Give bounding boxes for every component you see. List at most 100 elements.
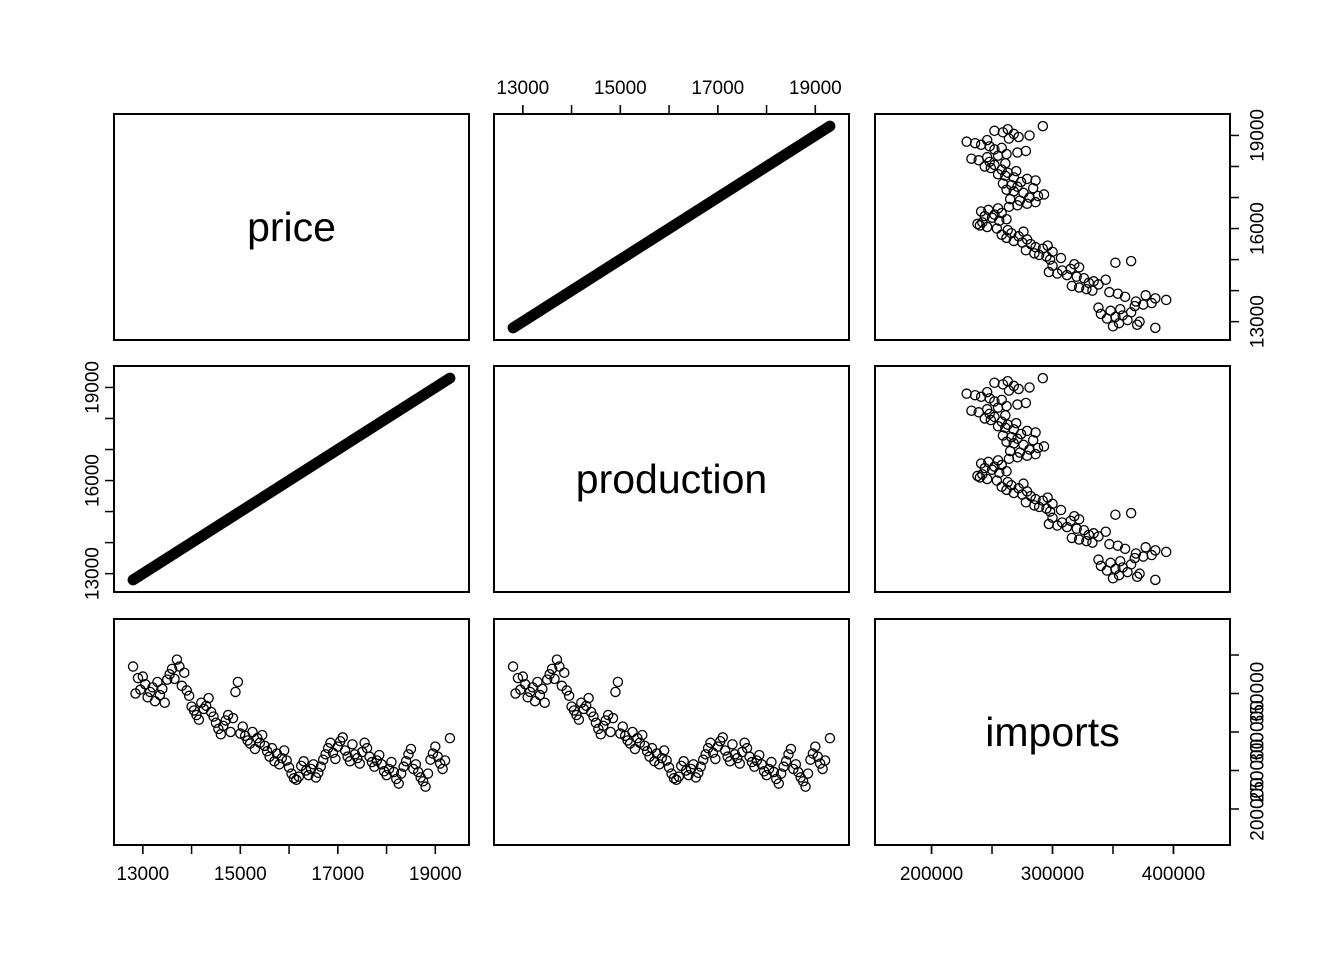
- point-imports-vs-price: [393, 778, 404, 789]
- point-imports-vs-price: [315, 761, 326, 772]
- panel-production-vs-production: [493, 365, 850, 593]
- point-imports-vs-production: [600, 715, 611, 726]
- point-imports-vs-production: [583, 692, 594, 704]
- point-imports-vs-price: [422, 768, 434, 779]
- point-production-vs-imports: [996, 394, 1007, 406]
- price-bottom-tick-label: 17000: [311, 864, 364, 885]
- point-imports-vs-production: [520, 679, 531, 690]
- point-price-vs-imports: [981, 134, 993, 146]
- point-production-vs-imports: [1093, 554, 1104, 565]
- point-imports-vs-price: [181, 685, 192, 696]
- point-imports-vs-production: [529, 695, 541, 707]
- point-price-vs-imports: [1114, 303, 1126, 315]
- point-production-vs-imports: [981, 386, 993, 398]
- point-price-vs-imports: [1073, 282, 1085, 293]
- point-imports-vs-production: [739, 737, 750, 749]
- point-imports-vs-price: [157, 683, 168, 695]
- point-imports-vs-production: [612, 676, 624, 688]
- point-imports-vs-production: [622, 735, 633, 746]
- point-price-vs-imports: [1130, 296, 1142, 307]
- point-imports-vs-production: [810, 741, 821, 752]
- point-production-vs-imports: [1018, 439, 1029, 451]
- point-imports-vs-production: [734, 758, 745, 769]
- point-imports-vs-price: [215, 729, 227, 740]
- variable-label-imports: imports: [985, 709, 1119, 755]
- imports-bottom-tick-label: 400000: [1142, 864, 1205, 885]
- point-price-vs-imports: [1024, 192, 1035, 203]
- point-imports-vs-production: [756, 759, 767, 770]
- point-imports-vs-price: [281, 755, 292, 766]
- point-price-vs-imports: [1069, 258, 1080, 270]
- point-production-vs-imports: [1066, 532, 1078, 544]
- point-imports-vs-production: [673, 771, 685, 782]
- point-production-vs-imports: [985, 414, 997, 426]
- point-production-vs-imports: [1125, 559, 1137, 570]
- point-imports-vs-production: [724, 756, 736, 767]
- point-imports-vs-production: [551, 654, 563, 665]
- point-production-vs-imports: [1081, 535, 1092, 547]
- point-production-vs-imports: [1002, 375, 1013, 387]
- point-production-vs-imports: [972, 470, 983, 482]
- point-production-vs-imports: [1000, 422, 1011, 434]
- imports-right-tick-label: 250000: [1248, 739, 1269, 802]
- labels-layer: price production imports 13000 15000 17000 190…: [83, 78, 1269, 885]
- price-right-tick-label: 19000: [1248, 109, 1269, 162]
- point-imports-vs-price: [198, 703, 210, 715]
- point-imports-vs-production: [766, 756, 777, 768]
- point-price-vs-imports: [1071, 271, 1082, 282]
- point-production-vs-imports: [1032, 442, 1044, 454]
- panel-price-vs-imports: [874, 113, 1231, 341]
- point-imports-vs-price: [220, 715, 231, 726]
- point-imports-vs-price: [276, 752, 288, 764]
- point-imports-vs-production: [778, 761, 789, 772]
- point-price-vs-imports: [1032, 190, 1044, 202]
- point-imports-vs-production: [761, 769, 772, 781]
- point-imports-vs-price: [373, 749, 385, 761]
- point-price-vs-imports: [1104, 286, 1115, 298]
- point-production-vs-imports: [989, 377, 1000, 389]
- point-price-vs-imports: [1125, 307, 1137, 318]
- point-production-vs-imports: [1104, 538, 1115, 550]
- point-price-vs-imports: [981, 151, 993, 163]
- point-imports-vs-production: [749, 761, 760, 772]
- point-imports-vs-price: [420, 781, 431, 792]
- point-imports-vs-price: [278, 745, 290, 756]
- point-imports-vs-production: [546, 663, 558, 675]
- point-imports-vs-production: [578, 703, 590, 715]
- point-production-vs-imports: [1027, 434, 1039, 446]
- imports-right-tick-label: 350000: [1248, 662, 1269, 725]
- point-price-vs-imports: [1088, 276, 1099, 287]
- marks-layer: [127, 120, 1172, 792]
- point-production-vs-imports: [1015, 428, 1027, 440]
- point-production-vs-imports: [1134, 568, 1145, 579]
- point-imports-vs-production: [534, 689, 546, 701]
- point-price-vs-imports: [1015, 176, 1027, 188]
- point-price-vs-imports: [1000, 170, 1011, 182]
- point-production-vs-imports: [1078, 524, 1090, 536]
- panel-price-vs-price: [113, 113, 470, 341]
- point-price-vs-imports: [1027, 182, 1039, 194]
- point-production-vs-imports: [1119, 543, 1131, 555]
- panel-imports-vs-production: [493, 618, 850, 846]
- point-imports-vs-price: [137, 671, 149, 682]
- point-price-vs-imports: [1002, 224, 1013, 236]
- point-imports-vs-production: [817, 763, 828, 775]
- point-price-vs-imports: [975, 206, 987, 217]
- point-imports-vs-price: [437, 763, 448, 775]
- point-imports-vs-production: [719, 745, 731, 756]
- point-price-vs-imports: [996, 164, 1007, 175]
- point-imports-vs-price: [354, 758, 365, 769]
- point-imports-vs-price: [179, 667, 190, 678]
- point-production-vs-imports: [1002, 476, 1013, 488]
- line-production-vs-price: [127, 372, 456, 586]
- point-production-vs-imports: [981, 403, 993, 415]
- imports-bottom-tick-label: 200000: [900, 864, 963, 885]
- imports-bottom-tick-label: 300000: [1021, 864, 1084, 885]
- axes-layer: [105, 105, 1239, 854]
- point-production-vs-imports: [1130, 548, 1142, 559]
- point-imports-vs-price: [344, 756, 356, 767]
- point-imports-vs-price: [412, 766, 424, 778]
- point-imports-vs-production: [797, 776, 809, 787]
- point-imports-vs-price: [169, 673, 180, 685]
- point-imports-vs-price: [259, 740, 270, 752]
